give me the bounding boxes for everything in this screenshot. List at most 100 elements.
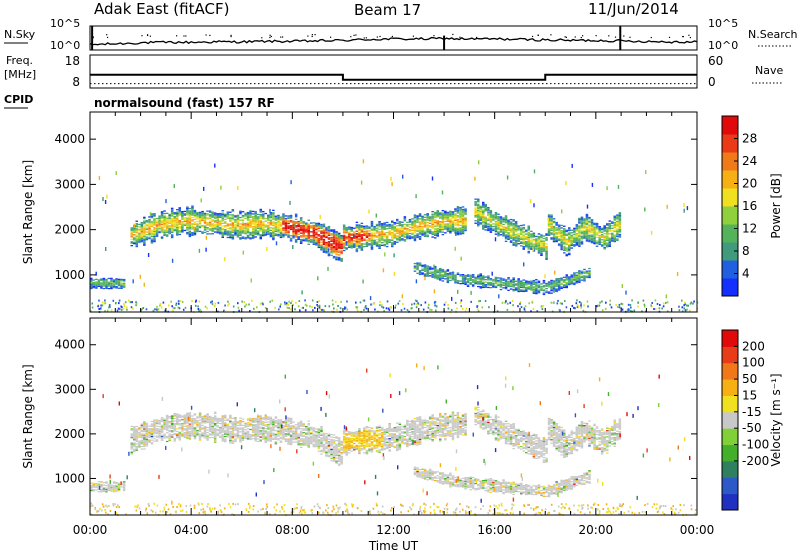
ground-scatter-cell (383, 310, 385, 313)
echo-cell (221, 236, 225, 238)
echo-cell (555, 224, 558, 226)
echo-cell (219, 212, 222, 215)
echo-cell (391, 234, 394, 236)
echo-cell (411, 225, 414, 228)
echo-cell (143, 427, 146, 429)
echo-cell (507, 232, 510, 234)
echo-cell (198, 434, 202, 436)
echo-cell (158, 421, 161, 423)
echo-cell (186, 214, 189, 216)
echo-cell (241, 230, 245, 232)
ground-scatter-cell (678, 305, 680, 308)
echo-cell (320, 226, 323, 228)
echo-cell (289, 219, 293, 222)
echo-cell (613, 225, 617, 227)
echo-cell (188, 434, 192, 436)
sparse-echo-cell (275, 241, 278, 246)
ground-scatter-cell (388, 308, 391, 311)
sparse-echo-cell (455, 231, 457, 236)
echo-cell (451, 213, 455, 216)
echo-cell (135, 242, 139, 244)
sparse-echo-cell (220, 185, 222, 190)
echo-cell (426, 234, 429, 236)
echo-cell (578, 222, 581, 225)
echo-cell (186, 211, 189, 213)
echo-cell (509, 285, 513, 288)
echo-cell (613, 237, 617, 239)
ground-scatter-cell (154, 308, 156, 311)
echo-cell (451, 220, 455, 222)
echo-cell (444, 273, 447, 275)
echo-cell (140, 233, 144, 235)
sparse-echo-cell (106, 194, 108, 199)
echo-cell (590, 240, 594, 243)
ground-scatter-cell (175, 302, 178, 305)
echo-cell (282, 236, 285, 238)
echo-cell (509, 237, 513, 240)
echo-cell (193, 438, 197, 440)
echo-cell (153, 419, 156, 421)
echo-cell (446, 218, 450, 220)
echo-cell (530, 281, 533, 283)
echo-cell (155, 440, 159, 442)
echo-cell (327, 241, 331, 243)
echo-cell (355, 225, 359, 227)
echo-cell (383, 228, 386, 230)
echo-cell (168, 226, 171, 228)
echo-cell (322, 223, 326, 225)
echo-cell (406, 225, 409, 227)
echo-cell (294, 236, 298, 238)
echo-cell (208, 215, 212, 217)
echo-cell (434, 272, 437, 274)
echo-cell (133, 427, 136, 429)
echo-cell (317, 243, 321, 245)
echo-cell (365, 225, 369, 227)
echo-cell (598, 237, 601, 239)
echo-cell (224, 426, 227, 428)
echo-cell (269, 214, 273, 216)
echo-cell (279, 221, 283, 223)
echo-cell (479, 275, 483, 278)
echo-cell (375, 227, 379, 229)
echo-cell (239, 423, 242, 425)
echo-cell (512, 241, 515, 244)
echo-cell (391, 224, 394, 226)
echo-cell (540, 242, 543, 244)
echo-cell (426, 273, 429, 275)
echo-cell (140, 440, 144, 443)
echo-cell (494, 276, 498, 278)
echo-cell (262, 218, 265, 220)
echo-cell (436, 220, 440, 222)
echo-cell (542, 279, 546, 282)
echo-cell (345, 238, 348, 240)
echo-cell (170, 415, 174, 417)
echo-cell (487, 228, 490, 230)
echo-cell (434, 276, 437, 278)
echo-cell (474, 277, 477, 280)
echo-cell (547, 283, 551, 286)
echo-cell (509, 235, 513, 237)
echo-cell (317, 230, 321, 232)
echo-cell (406, 238, 409, 240)
echo-cell (396, 232, 399, 234)
echo-cell (482, 201, 485, 204)
echo-cell (573, 244, 576, 246)
echo-cell (593, 227, 596, 230)
echo-cell (588, 275, 591, 277)
echo-cell (537, 247, 541, 249)
echo-cell (578, 233, 581, 235)
sparse-echo-cell (115, 171, 117, 176)
noise-search-dot (106, 34, 108, 36)
echo-cell (459, 224, 462, 226)
echo-cell (201, 218, 204, 220)
echo-cell (163, 233, 166, 235)
echo-cell (396, 220, 399, 222)
echo-cell (535, 239, 538, 241)
echo-cell (221, 225, 225, 227)
echo-cell (560, 234, 563, 237)
echo-cell (525, 243, 528, 245)
echo-cell (221, 431, 225, 433)
sparse-echo-cell (523, 262, 525, 267)
noise-sky-line (89, 36, 698, 46)
echo-cell (307, 231, 311, 233)
